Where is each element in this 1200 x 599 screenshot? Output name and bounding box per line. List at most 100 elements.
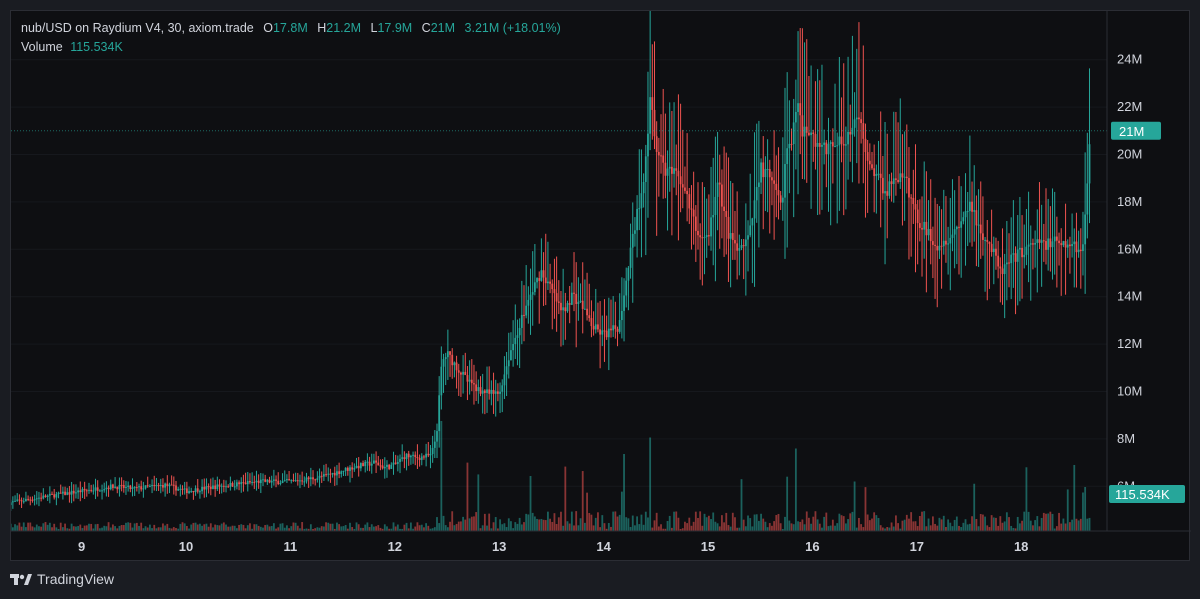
candle[interactable] (766, 139, 769, 213)
candle[interactable] (338, 462, 341, 479)
candle[interactable] (620, 277, 623, 339)
candle[interactable] (973, 165, 976, 242)
candle[interactable] (183, 481, 186, 495)
candle[interactable] (718, 154, 721, 249)
candle[interactable] (153, 475, 156, 491)
candle[interactable] (533, 244, 536, 296)
candle[interactable] (103, 482, 106, 493)
candle[interactable] (336, 465, 338, 486)
candle[interactable] (968, 135, 971, 243)
candle[interactable] (462, 355, 464, 394)
candle[interactable] (188, 486, 190, 495)
candle[interactable] (135, 482, 138, 492)
candle[interactable] (320, 471, 323, 483)
candle[interactable] (579, 283, 582, 304)
candle[interactable] (583, 279, 586, 310)
candle[interactable] (27, 495, 29, 502)
candle[interactable] (773, 130, 776, 240)
candle[interactable] (538, 271, 541, 324)
candle[interactable] (164, 482, 167, 497)
candle[interactable] (1079, 228, 1082, 289)
candle[interactable] (623, 278, 625, 342)
candle[interactable] (605, 315, 608, 340)
candle[interactable] (1045, 188, 1047, 265)
candle[interactable] (196, 479, 199, 494)
candle[interactable] (692, 171, 695, 245)
candle[interactable] (351, 462, 354, 478)
candle[interactable] (818, 80, 821, 215)
candle[interactable] (979, 181, 982, 259)
chart-panel[interactable]: 24M22M20M18M16M14M12M10M8M6M21M115.534K9… (10, 10, 1191, 561)
candle[interactable] (923, 161, 926, 259)
candle[interactable] (312, 470, 314, 485)
candle[interactable] (118, 477, 121, 497)
candle[interactable] (951, 179, 954, 252)
candle[interactable] (790, 128, 793, 151)
candle[interactable] (808, 75, 810, 137)
candle[interactable] (31, 496, 34, 503)
candle[interactable] (464, 352, 467, 376)
candle[interactable] (723, 146, 725, 257)
candle[interactable] (638, 149, 641, 231)
candle[interactable] (240, 477, 243, 493)
candle[interactable] (601, 315, 604, 347)
candle[interactable] (1042, 223, 1045, 262)
candle[interactable] (85, 488, 88, 497)
candle[interactable] (573, 252, 575, 312)
candle[interactable] (92, 484, 95, 495)
candle[interactable] (346, 466, 349, 476)
candle[interactable] (945, 196, 947, 263)
candle[interactable] (729, 180, 732, 288)
candle[interactable] (727, 157, 730, 282)
candle[interactable] (860, 112, 863, 144)
candle[interactable] (144, 485, 147, 490)
candle[interactable] (281, 473, 284, 484)
candle[interactable] (216, 476, 219, 492)
candle[interactable] (577, 277, 580, 321)
candle[interactable] (636, 195, 638, 258)
candle[interactable] (66, 487, 69, 496)
candle[interactable] (751, 217, 754, 284)
candle[interactable] (481, 373, 484, 414)
candle[interactable] (177, 486, 180, 492)
candle[interactable] (627, 266, 630, 311)
candle[interactable] (688, 187, 691, 224)
candle[interactable] (307, 476, 310, 488)
candle[interactable] (25, 491, 27, 502)
candle[interactable] (905, 124, 908, 194)
candle[interactable] (768, 159, 771, 234)
candle[interactable] (536, 277, 538, 289)
candle[interactable] (212, 477, 214, 490)
candle[interactable] (903, 131, 906, 221)
candle[interactable] (962, 211, 965, 225)
candle[interactable] (740, 239, 743, 251)
candle[interactable] (55, 491, 58, 506)
candle[interactable] (764, 156, 767, 212)
candle[interactable] (375, 451, 377, 474)
candle[interactable] (649, 11, 652, 151)
candle[interactable] (1069, 236, 1071, 274)
candle[interactable] (731, 183, 734, 260)
candle[interactable] (858, 22, 860, 184)
candle[interactable] (420, 453, 423, 466)
candle[interactable] (362, 460, 364, 467)
candle[interactable] (927, 200, 930, 241)
candle[interactable] (1005, 220, 1008, 301)
candle[interactable] (701, 182, 704, 286)
candle[interactable] (11, 499, 12, 512)
candle[interactable] (292, 473, 295, 482)
candle[interactable] (736, 191, 739, 280)
candle[interactable] (207, 483, 210, 494)
candle[interactable] (940, 209, 943, 289)
candle[interactable] (40, 492, 43, 502)
candle[interactable] (1082, 211, 1084, 276)
candle[interactable] (416, 444, 419, 469)
candle[interactable] (233, 480, 236, 491)
candle[interactable] (829, 140, 832, 226)
candle[interactable] (401, 444, 404, 462)
candle[interactable] (657, 137, 660, 197)
candle[interactable] (68, 486, 71, 503)
candle[interactable] (760, 158, 762, 195)
candle[interactable] (1029, 225, 1032, 301)
candle[interactable] (612, 296, 615, 337)
